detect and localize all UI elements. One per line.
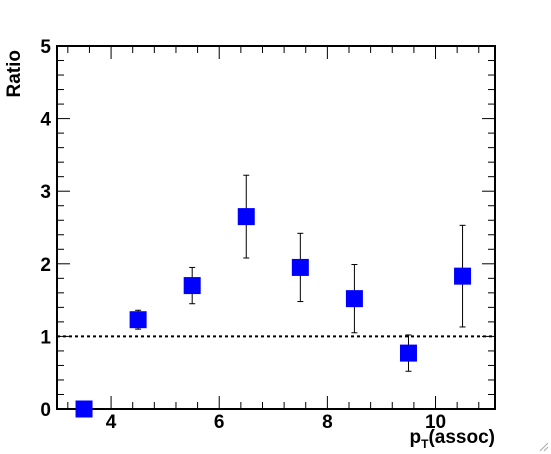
y-axis-title: Ratio: [4, 50, 25, 98]
x-tick-label: 10: [425, 412, 446, 433]
x-axis-title-suffix: (assoc): [428, 427, 495, 448]
data-point: [237, 208, 255, 226]
data-point: [291, 258, 309, 276]
data-point: [129, 311, 147, 329]
y-tick-label: 0: [40, 400, 51, 421]
data-point: [399, 344, 417, 362]
major-ticks: [57, 46, 495, 409]
x-tick-label: 6: [214, 412, 225, 433]
y-tick-label: 2: [40, 255, 51, 276]
data-point: [345, 290, 363, 308]
y-tick-label: 4: [40, 110, 51, 131]
data-point: [75, 400, 93, 418]
resize-grip-icon[interactable]: [539, 442, 549, 452]
y-tick-label: 1: [40, 327, 51, 348]
x-axis-title-sub: T: [421, 437, 429, 451]
plot-frame: [56, 45, 496, 410]
x-tick-labels: 4 6 8 10: [106, 412, 446, 433]
data-points: [75, 174, 472, 418]
data-point: [454, 267, 472, 285]
x-tick-label: 4: [106, 412, 117, 433]
minor-ticks: [57, 46, 495, 409]
x-tick-label: 8: [322, 412, 333, 433]
y-tick-label: 5: [40, 37, 51, 58]
x-axis-title: pT(assoc): [410, 427, 495, 451]
x-axis-title-main: p: [410, 427, 422, 448]
data-point: [183, 277, 201, 295]
y-tick-labels: 0 1 2 3 4 5: [40, 37, 51, 421]
y-tick-label: 3: [40, 182, 51, 203]
